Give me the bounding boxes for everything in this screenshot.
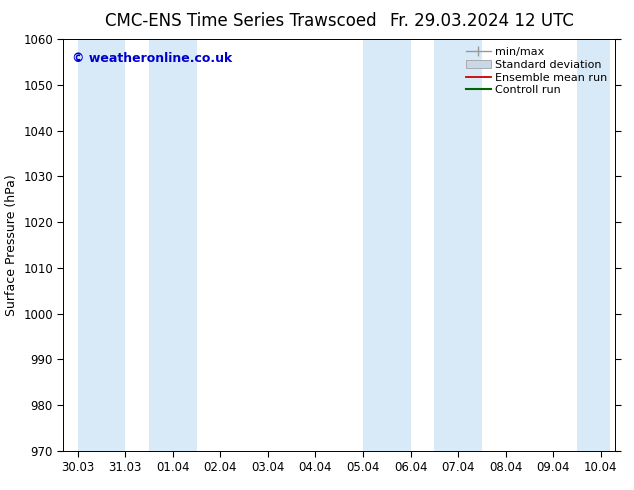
Bar: [78, 39, 126, 451]
Bar: [149, 39, 197, 451]
Legend: min/max, Standard deviation, Ensemble mean run, Controll run: min/max, Standard deviation, Ensemble me…: [464, 45, 609, 98]
Bar: [434, 39, 482, 451]
Text: CMC-ENS Time Series Trawscoed: CMC-ENS Time Series Trawscoed: [105, 12, 377, 30]
Text: © weatheronline.co.uk: © weatheronline.co.uk: [72, 51, 232, 65]
Bar: [363, 39, 411, 451]
Text: Fr. 29.03.2024 12 UTC: Fr. 29.03.2024 12 UTC: [390, 12, 574, 30]
Bar: [577, 39, 610, 451]
Y-axis label: Surface Pressure (hPa): Surface Pressure (hPa): [4, 174, 18, 316]
